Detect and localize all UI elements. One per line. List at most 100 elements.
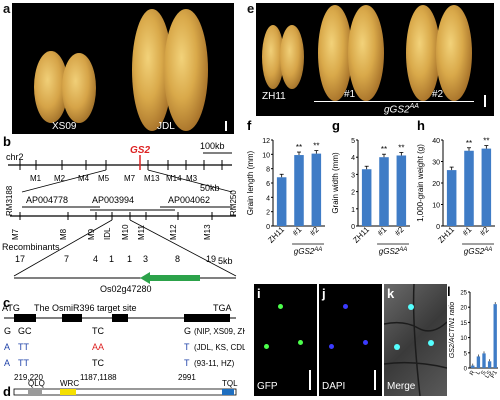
significance-mark: ** xyxy=(466,139,472,148)
y-tick-label: 8 xyxy=(266,167,270,174)
gfp-caption: GFP xyxy=(257,381,278,392)
bar xyxy=(493,304,497,368)
panel-c-label: c xyxy=(3,295,10,310)
group-label: gGS2AA xyxy=(379,247,407,256)
gs2-label: GS2 xyxy=(130,145,150,156)
line2-label: #2 xyxy=(432,89,444,100)
gene-arrow xyxy=(140,272,200,284)
scale-bar xyxy=(225,121,227,131)
grain-zh11-2 xyxy=(280,25,304,89)
panel-a-photo: XS09 JDL xyxy=(12,3,234,134)
c-col1-pos: 219,220 xyxy=(14,373,43,382)
protein-bar xyxy=(13,388,237,396)
y-tick-label: 3 xyxy=(351,172,355,179)
recomb-5: 1 xyxy=(127,254,132,264)
c-col3-top: G xyxy=(184,326,191,336)
grain-jdl-2 xyxy=(164,9,208,131)
fine-m13: M13 xyxy=(203,224,212,240)
x-tick-label: #1 xyxy=(291,225,304,238)
scale-bar xyxy=(374,370,376,390)
c-note-mid: (JDL, KS, CDL) xyxy=(194,343,245,352)
y-tick-label: 30 xyxy=(432,160,440,167)
recomb-1: 17 xyxy=(15,254,25,264)
y-tick-label: 20 xyxy=(460,306,467,312)
recomb-6: 3 xyxy=(143,254,148,264)
x-tick-label: #2 xyxy=(393,225,406,238)
bac-1: AP004778 xyxy=(26,195,68,205)
y-tick-label: 5 xyxy=(464,351,468,357)
bar xyxy=(464,150,474,226)
c-note-bot: (93-11, HZ) xyxy=(194,359,235,368)
scale-100kb: 100kb xyxy=(200,141,225,151)
zoom2-left xyxy=(13,219,113,277)
fine-m7: M7 xyxy=(11,228,20,240)
panel-f-label: f xyxy=(247,118,252,133)
c-col3-pos: 2991 xyxy=(178,373,196,382)
marker-m13: M13 xyxy=(144,174,160,183)
bar xyxy=(476,356,481,368)
x-tick-label: #1 xyxy=(461,225,474,238)
xs09-label: XS09 xyxy=(52,121,77,132)
x-tick-label: #1 xyxy=(376,225,389,238)
marker-rm250: RM250 xyxy=(229,190,238,216)
panel-d-label: d xyxy=(3,384,11,399)
group-label-sup: AA xyxy=(313,247,322,253)
c-col1-mid2: TT xyxy=(18,342,29,352)
x-tick-label: R xyxy=(469,369,477,376)
gfp-nucleus xyxy=(298,340,303,345)
grain-xs09-2 xyxy=(62,53,96,123)
target-site-label: The OsmiR396 target site xyxy=(34,303,137,313)
group-label-sup: AA xyxy=(483,247,492,253)
bar xyxy=(396,155,407,226)
panel-h-label: h xyxy=(417,118,425,133)
y-tick-label: 6 xyxy=(266,181,270,188)
mapping-diagram: b chr2 GS2 100kb RM3188 M1 M2 M4 M5 M7 M… xyxy=(2,134,245,399)
panel-g-label: g xyxy=(332,118,340,133)
y-axis-label: GS2/ACTIN1 ratio xyxy=(449,302,456,359)
gfp-nucleus xyxy=(278,304,283,309)
panel-a-label: a xyxy=(3,1,11,16)
zoom-line-left xyxy=(21,169,107,193)
genotype-label: gGS2AA xyxy=(384,103,419,115)
merge-nucleus xyxy=(428,340,434,346)
y-tick-label: 10 xyxy=(262,152,270,159)
recombinants-label: Recombinants xyxy=(2,242,60,252)
y-tick-label: 20 xyxy=(432,181,440,188)
gfp-nucleus xyxy=(264,344,269,349)
group-label: gGS2AA xyxy=(464,247,492,256)
significance-mark: ** xyxy=(296,143,302,152)
y-axis-label: Grain length (mm) xyxy=(246,150,255,215)
y-tick-label: 12 xyxy=(262,138,270,145)
recomb-3: 4 xyxy=(93,254,98,264)
y-tick-label: 0 xyxy=(266,224,270,231)
fine-m11: M11 xyxy=(137,224,146,240)
x-tick-label: L xyxy=(475,369,482,375)
bar xyxy=(481,148,492,226)
panel-l-label: l xyxy=(448,284,451,299)
marker-m3: M3 xyxy=(186,174,198,183)
dapi-nucleus xyxy=(329,344,334,349)
panel-e-label: e xyxy=(247,1,255,16)
marker-m14: M14 xyxy=(166,174,182,183)
line1-label: #1 xyxy=(344,89,356,100)
panel-j-dapi: DAPI xyxy=(319,284,382,396)
bar xyxy=(294,155,304,226)
panel-i-gfp: GFP xyxy=(254,284,317,396)
c-col1-top2: GC xyxy=(18,326,32,336)
dapi-nucleus xyxy=(343,304,348,309)
y-axis-label: 1,000-grain weight (g) xyxy=(416,144,425,222)
grain-l1-1 xyxy=(318,5,352,101)
panel-i-label: i xyxy=(257,286,261,301)
bar xyxy=(361,169,372,226)
bar xyxy=(471,365,475,368)
bar xyxy=(311,153,322,226)
bar xyxy=(379,157,389,226)
x-tick-label: #2 xyxy=(308,225,321,238)
marker-m5: M5 xyxy=(98,174,110,183)
c-col3-bot: T xyxy=(184,358,190,368)
c-col1-top: G xyxy=(4,326,11,336)
x-tick-label: #2 xyxy=(478,225,491,238)
c-col2-top: TC xyxy=(92,326,104,336)
genotype-text: gGS2 xyxy=(384,104,410,116)
y-tick-label: 15 xyxy=(460,321,467,327)
